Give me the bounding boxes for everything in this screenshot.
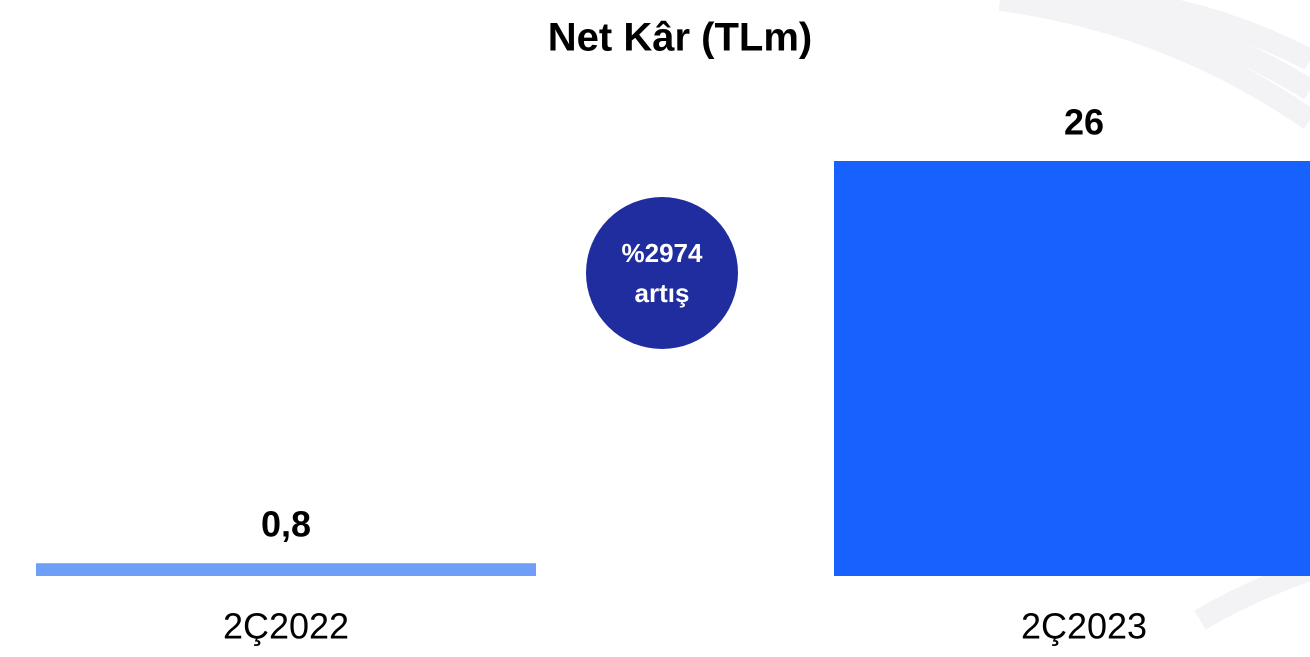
bar [36, 563, 536, 576]
x-tick-label: 2Ç2023 [1021, 606, 1147, 647]
annotation-text: artış [635, 278, 690, 308]
deco-arc [1194, 559, 1310, 630]
chart-title: Net Kâr (TLm) [548, 16, 812, 60]
annotation-badge [586, 197, 738, 349]
value-label: 0,8 [261, 504, 311, 545]
annotation-text: %2974 [622, 238, 703, 268]
value-label: 26 [1064, 102, 1104, 143]
deco-arc [998, 0, 1310, 130]
bar [834, 161, 1310, 576]
deco-arc [1118, 0, 1310, 70]
deco-arc [1058, 0, 1310, 100]
x-tick-label: 2Ç2022 [223, 606, 349, 647]
